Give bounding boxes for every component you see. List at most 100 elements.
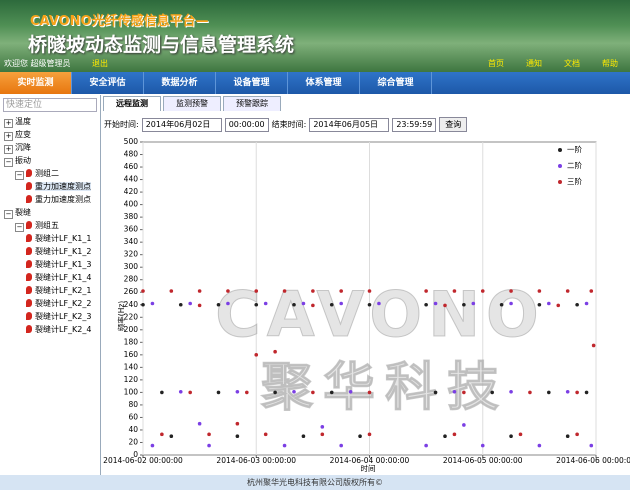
point [471,301,476,306]
point [433,390,438,395]
point [254,302,259,307]
tree-node[interactable]: 裂缝计LF_K2_4 [0,323,100,336]
end-time[interactable]: 23:59:59 [392,117,437,132]
header-link[interactable]: 帮助 [602,59,618,68]
nav-item[interactable]: 安全评估 [72,72,144,94]
tab[interactable]: 远程监测 [103,96,161,111]
pin-icon [26,312,32,320]
y-tick-label: 160 [124,350,139,359]
tree-node[interactable]: − 测组五 [0,219,100,232]
watermark: CAVONO [215,278,544,351]
header-links: 首页 通知 文档 帮助 [488,58,618,69]
legend-marker [558,148,562,152]
end-date[interactable]: 2014年06月05日 [309,117,390,132]
y-tick-label: 180 [124,337,139,346]
point [301,434,306,439]
point [254,289,259,293]
point [254,353,259,357]
point [150,301,155,306]
x-tick-label: 2014-06-03 00:00:00 [216,456,296,465]
expander[interactable]: + [4,132,13,141]
tab[interactable]: 监测预警 [163,96,221,111]
point [424,289,428,293]
point [490,390,494,395]
point [263,432,268,437]
point [292,389,296,394]
point [282,443,287,448]
tree-node[interactable]: 裂缝计LF_K2_1 [0,284,100,297]
nav-item[interactable]: 设备管理 [216,72,288,94]
point [273,349,277,354]
point [518,432,523,437]
tree-node[interactable]: + 沉降 [0,141,100,154]
point [292,302,296,307]
tree-node[interactable]: + 应变 [0,128,100,141]
header-link[interactable]: 文档 [564,59,580,68]
expander[interactable]: − [4,158,13,167]
tree-node[interactable]: 裂缝计LF_K1_3 [0,258,100,271]
point [565,389,570,394]
pin-icon [26,299,32,307]
point [311,303,315,308]
tree-node[interactable]: − 测组二 [0,167,100,180]
tree-node[interactable]: 裂缝计LF_K2_3 [0,310,100,323]
point [509,389,513,394]
tab[interactable]: 预警跟踪 [223,96,281,111]
point [589,443,594,448]
point [216,390,221,395]
point [235,421,240,426]
point [528,390,532,395]
tree-label: 裂缝计LF_K2_1 [35,286,92,295]
tree-node[interactable]: − 裂缝 [0,206,100,219]
pin-icon [26,221,32,229]
header-link[interactable]: 首页 [488,59,504,68]
y-tick-label: 500 [124,137,139,146]
tree-label: 应变 [15,130,31,139]
tree-label: 裂缝计LF_K2_4 [35,325,92,334]
start-date[interactable]: 2014年06月02日 [141,117,222,132]
point [480,289,485,293]
header-link[interactable]: 通知 [526,59,542,68]
y-tick-label: 240 [124,300,139,309]
expander[interactable]: − [15,223,24,232]
point [565,289,570,293]
start-label: 开始时间: [104,120,139,129]
point [235,434,240,439]
tree-node[interactable]: + 温度 [0,115,100,128]
search-box[interactable]: 快速定位 [3,98,97,112]
pin-icon [26,182,32,190]
y-axis-label: 频率(Hz) [116,301,126,332]
y-tick-label: 480 [124,150,139,159]
tree-node[interactable]: 重力加速度测点 [0,180,100,193]
tree-label: 测组二 [35,169,59,178]
tree-node[interactable]: 裂缝计LF_K1_1 [0,232,100,245]
expander[interactable]: − [4,210,13,219]
point [443,303,447,308]
expander[interactable]: + [4,119,13,128]
point [537,443,542,448]
nav-item[interactable]: 实时监测 [0,72,72,94]
expander[interactable]: + [4,145,13,154]
tree-node[interactable]: 重力加速度测点 [0,193,100,206]
y-tick-label: 360 [124,225,139,234]
y-tick-label: 120 [124,375,139,384]
tree-node[interactable]: − 振动 [0,154,100,167]
tree-node[interactable]: 裂缝计LF_K1_2 [0,245,100,258]
point [443,434,447,439]
logout-link[interactable]: 退出 [92,59,108,68]
nav-item[interactable]: 体系管理 [288,72,360,94]
point [367,289,372,293]
point [537,289,542,293]
point [480,443,485,448]
point [188,301,192,306]
tree-node[interactable]: 裂缝计LF_K2_2 [0,297,100,310]
tree-node[interactable]: 裂缝计LF_K1_4 [0,271,100,284]
point [169,434,174,439]
header: CAVONO光纤传感信息平台— 桥隧坡动态监测与信息管理系统 欢迎您 超级管理员… [0,0,630,72]
start-time[interactable]: 00:00:00 [224,117,269,132]
point [591,343,596,348]
expander[interactable]: − [15,171,24,180]
nav-item[interactable]: 数据分析 [144,72,216,94]
nav-item[interactable]: 综合管理 [360,72,432,94]
query-button[interactable]: 查询 [439,117,468,132]
